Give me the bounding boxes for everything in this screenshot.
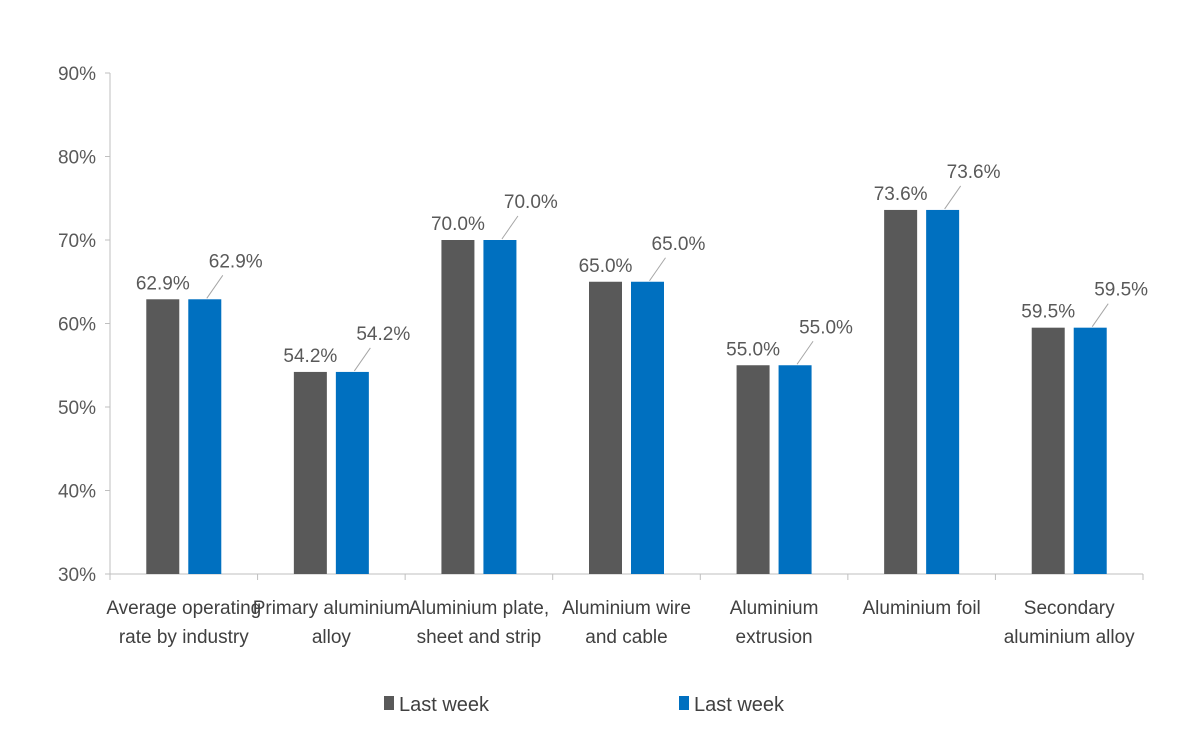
- y-tick-label: 30%: [58, 565, 96, 586]
- bar-series-1: [589, 281, 622, 574]
- x-category-label: Secondary: [1024, 598, 1115, 619]
- y-tick-label: 80%: [58, 148, 96, 169]
- bar-series-2: [778, 365, 812, 574]
- legend-swatch-2: [679, 696, 689, 710]
- leader-line: [353, 347, 371, 372]
- data-label-series-2: 70.0%: [504, 192, 558, 213]
- data-label-series-2: 73.6%: [947, 162, 1001, 183]
- legend-swatch-1: [384, 696, 394, 710]
- data-label-series-2: 55.0%: [799, 317, 853, 338]
- bar-series-2: [335, 371, 369, 574]
- legend: Last week Last week: [384, 694, 785, 716]
- x-category-label: aluminium alloy: [1004, 627, 1135, 648]
- axes: 30% 40% 50% 60% 70% 80% 90% Average operating ra…: [58, 64, 1144, 648]
- y-tick-label: 90%: [58, 64, 96, 85]
- x-category-label: rate by industry: [119, 627, 249, 648]
- y-tick-label: 50%: [58, 398, 96, 419]
- x-category-label: Primary aluminium: [253, 598, 410, 619]
- leader-line: [649, 257, 666, 282]
- leader-line: [944, 185, 962, 210]
- bar-series-2: [926, 209, 960, 574]
- leader-line: [206, 274, 224, 299]
- data-label-series-1: 55.0%: [726, 339, 780, 360]
- x-category-label: and cable: [585, 627, 667, 648]
- x-category-label: sheet and strip: [417, 627, 542, 648]
- data-label-series-1: 62.9%: [136, 273, 190, 294]
- data-label-series-1: 59.5%: [1021, 302, 1075, 323]
- bar-series-2: [188, 299, 222, 574]
- x-category-label: extrusion: [736, 627, 813, 648]
- x-category-label: Aluminium wire: [562, 598, 691, 619]
- leader-line: [1091, 303, 1109, 327]
- data-label-series-2: 54.2%: [356, 324, 410, 345]
- bar-series-2: [483, 240, 517, 574]
- data-label-series-2: 59.5%: [1094, 280, 1148, 301]
- y-tick-label: 40%: [58, 482, 96, 503]
- bar-series-1: [146, 299, 180, 574]
- legend-label-2: Last week: [694, 694, 785, 716]
- bar-series-2: [1073, 327, 1107, 574]
- data-label-series-1: 65.0%: [579, 256, 633, 277]
- x-category-label: Average operating: [106, 598, 261, 619]
- y-tick-label: 60%: [58, 315, 96, 336]
- x-category-label: Aluminium foil: [863, 598, 981, 619]
- bars: [146, 209, 1107, 574]
- bar-series-1: [1031, 327, 1065, 574]
- y-tick-label: 70%: [58, 231, 96, 252]
- data-label-series-1: 54.2%: [283, 346, 337, 367]
- bar-series-2: [631, 281, 664, 574]
- bar-series-1: [884, 209, 918, 574]
- bar-series-1: [293, 371, 327, 574]
- data-label-series-1: 70.0%: [431, 214, 485, 235]
- data-label-series-2: 65.0%: [652, 234, 706, 255]
- x-category-label: Aluminium: [730, 598, 819, 619]
- bar-series-1: [441, 240, 475, 574]
- x-category-label: alloy: [312, 627, 352, 648]
- leader-line: [501, 215, 519, 240]
- legend-label-1: Last week: [399, 694, 490, 716]
- leader-line: [796, 340, 814, 365]
- x-category-label: Aluminium plate,: [409, 598, 549, 619]
- data-label-series-1: 73.6%: [874, 184, 928, 205]
- data-labels: 62.9% 54.2% 70.0% 65.0% 55.0% 73.6% 59.5% 62.9%…: [136, 162, 1148, 372]
- bar-series-1: [736, 365, 770, 574]
- data-label-series-2: 62.9%: [209, 251, 263, 272]
